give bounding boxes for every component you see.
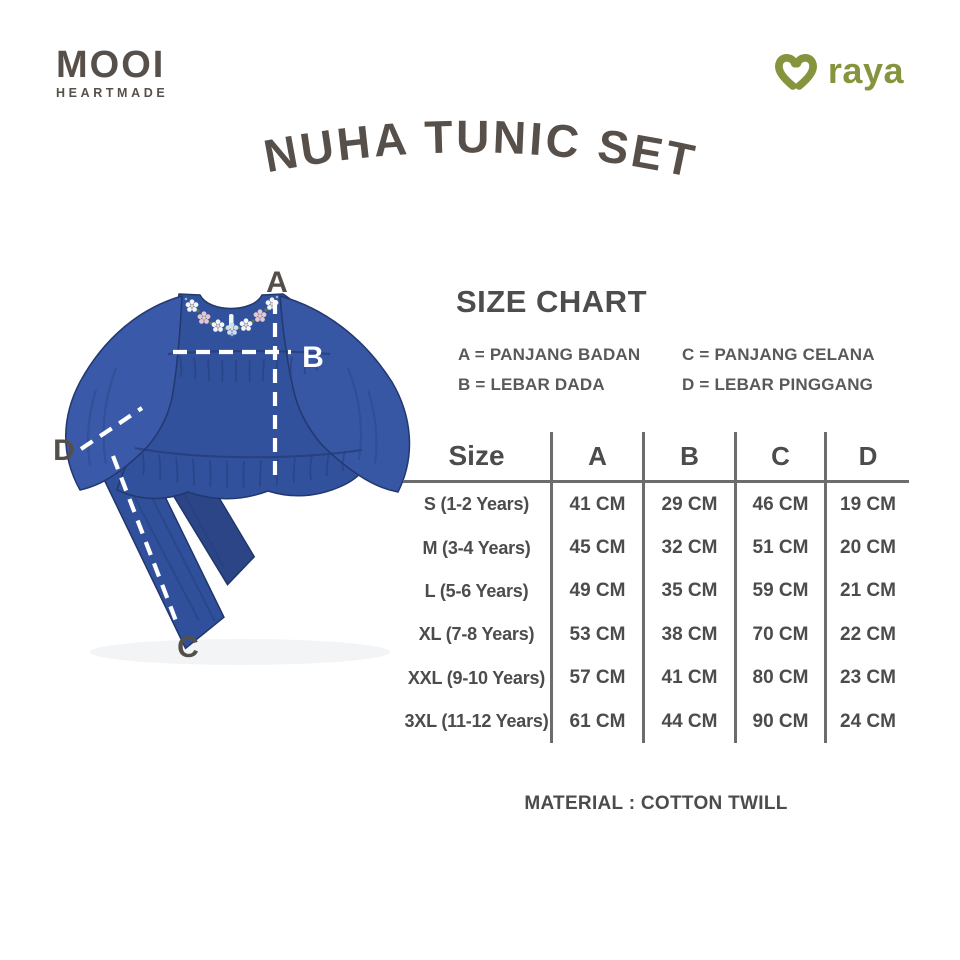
heart-icon — [774, 54, 817, 90]
sleeve-folds — [87, 367, 378, 467]
measure-label-c: C — [177, 631, 199, 664]
legend-item-a: A = PANJANG BADAN — [458, 345, 641, 364]
measurement-legend: A = PANJANG BADAN C = PANJANG CELANA B =… — [458, 345, 875, 395]
column-header-a: A — [553, 432, 645, 483]
value-cell: 23 CM — [840, 667, 896, 689]
raya-wordmark: raya — [827, 50, 904, 91]
brand-tagline: HEARTMADE — [56, 86, 169, 100]
size-cell: S (1-2 Years) — [403, 483, 553, 527]
page-title-text: NUHA TUNIC SET — [260, 110, 699, 187]
measure-label-d: D — [53, 434, 75, 467]
value-cell: 45 CM — [553, 526, 645, 570]
svg-text:NUHA TUNIC SET: NUHA TUNIC SET — [260, 110, 702, 187]
value-cell: 29 CM — [645, 483, 737, 527]
size-cell: 3XL (11-12 Years) — [403, 699, 553, 744]
value-cell: 49 CM — [553, 569, 645, 614]
value-cell: 22 CM — [840, 623, 896, 645]
measure-line-d — [79, 406, 144, 451]
left-bell-sleeve — [65, 295, 183, 491]
value-cell: 70 CM — [737, 613, 827, 657]
page-title: NUHA TUNIC SET — [260, 110, 702, 187]
material-note: MATERIAL : COTTON TWILL — [524, 793, 788, 814]
value-cell: 41 CM — [553, 483, 645, 527]
value-cell: 41 CM — [645, 656, 737, 700]
ground-shadow — [90, 639, 390, 665]
value-cell: 90 CM — [737, 699, 827, 744]
size-table: Size A B C D S (1-2 Years) 41 CM 29 CM 4… — [403, 432, 909, 744]
column-header-size: Size — [403, 432, 553, 483]
value-cell: 21 CM — [840, 580, 896, 602]
legend-item-d: D = LEBAR PINGGANG — [682, 375, 874, 394]
value-cell: 53 CM — [553, 613, 645, 657]
value-cell: 20 CM — [840, 537, 896, 559]
value-cell: 35 CM — [645, 569, 737, 614]
neckline-embroidery — [184, 295, 279, 337]
measure-label-a: A — [266, 266, 288, 299]
legend-item-c: C = PANJANG CELANA — [682, 345, 875, 364]
value-cell: 51 CM — [737, 526, 827, 570]
column-header-c: C — [737, 432, 827, 483]
brand-name: MOOI — [56, 44, 166, 86]
value-cell: 44 CM — [645, 699, 737, 744]
tunic-graphic — [65, 293, 411, 500]
size-cell: XXL (9-10 Years) — [403, 656, 553, 700]
raya-logo: raya — [773, 52, 904, 94]
size-cell: L (5-6 Years) — [403, 569, 553, 614]
tier-seam — [134, 447, 363, 459]
measure-line-c — [111, 455, 178, 622]
size-chart-heading: SIZE CHART — [456, 284, 647, 319]
value-cell: 59 CM — [737, 569, 827, 614]
size-cell: M (3-4 Years) — [403, 526, 553, 570]
legend-item-b: B = LEBAR DADA — [458, 375, 605, 394]
value-cell: 57 CM — [553, 656, 645, 700]
size-cell: XL (7-8 Years) — [403, 613, 553, 657]
value-cell: 46 CM — [737, 483, 827, 527]
value-cell: 24 CM — [840, 710, 896, 732]
value-cell: 80 CM — [737, 656, 827, 700]
value-cell: 38 CM — [645, 613, 737, 657]
garment-illustration: A B C D — [53, 266, 411, 665]
brand-logo: MOOI HEARTMADE — [56, 46, 168, 100]
yoke-gathers — [179, 352, 320, 383]
measure-label-b: B — [302, 341, 324, 374]
value-cell: 32 CM — [645, 526, 737, 570]
value-cell: 61 CM — [553, 699, 645, 744]
column-header-b: B — [645, 432, 737, 483]
column-header-d: D — [827, 432, 909, 483]
value-cell: 19 CM — [840, 493, 896, 515]
